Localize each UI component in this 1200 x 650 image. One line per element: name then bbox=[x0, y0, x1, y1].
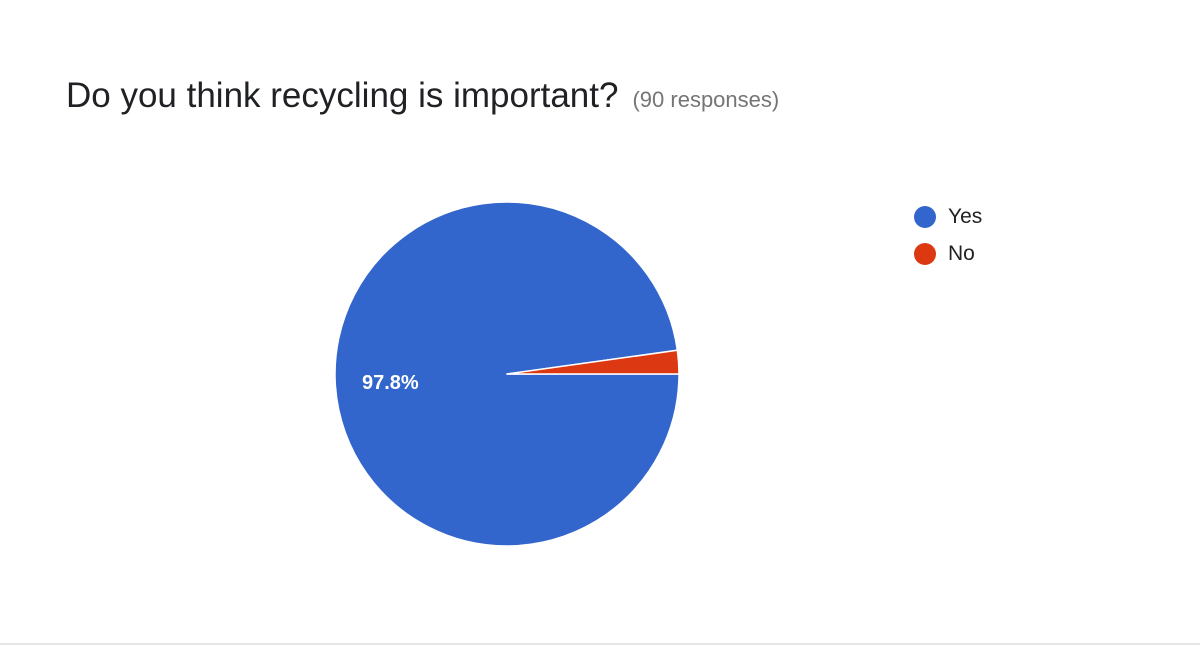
chart-legend: Yes No bbox=[914, 198, 982, 272]
legend-label-no: No bbox=[948, 241, 975, 265]
bottom-divider bbox=[0, 643, 1200, 645]
pie-slice-no[interactable] bbox=[506, 349, 680, 375]
legend-label-yes: Yes bbox=[948, 204, 983, 228]
question-title: Do you think recycling is important? bbox=[66, 76, 619, 115]
legend-item-no[interactable]: No bbox=[914, 235, 982, 272]
legend-item-yes[interactable]: Yes bbox=[914, 198, 982, 235]
response-count: (90 responses) bbox=[632, 87, 780, 112]
chart-header: Do you think recycling is important? (90 … bbox=[66, 76, 779, 116]
legend-swatch-yes bbox=[914, 205, 936, 228]
pie-slice-label-yes: 97.8% bbox=[362, 372, 419, 394]
legend-swatch-no bbox=[914, 242, 936, 265]
